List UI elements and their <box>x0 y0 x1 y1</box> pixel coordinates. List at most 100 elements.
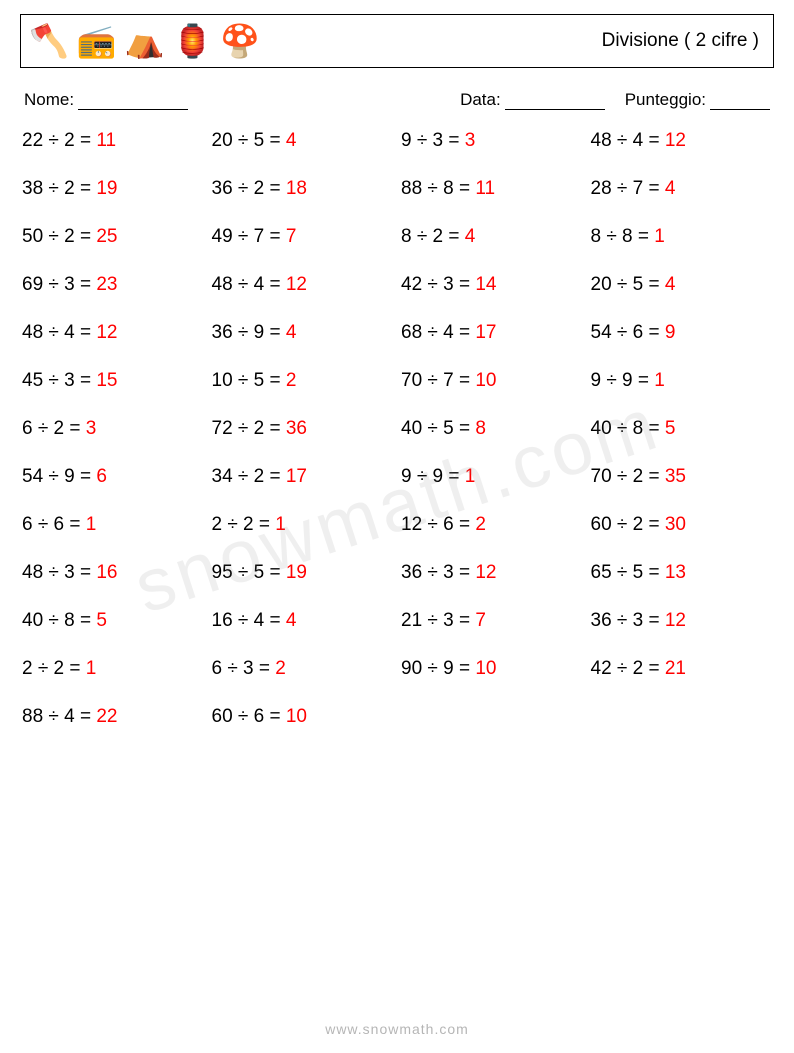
problem-cell: 6 ÷ 6 = 1 <box>22 514 204 536</box>
mushroom-icon: 🍄 <box>220 25 260 57</box>
name-label: Nome: <box>24 90 74 110</box>
axe-icon: 🪓 <box>29 25 69 57</box>
problem-cell: 10 ÷ 5 = 2 <box>212 370 394 392</box>
problem-cell: 21 ÷ 3 = 7 <box>401 610 583 632</box>
problem-answer: 22 <box>96 706 117 727</box>
problem-expression: 38 ÷ 2 = <box>22 178 96 199</box>
problem-expression: 10 ÷ 5 = <box>212 370 286 391</box>
lantern-icon: 🏮 <box>173 25 213 57</box>
problem-cell: 69 ÷ 3 = 23 <box>22 274 204 296</box>
problem-cell: 70 ÷ 7 = 10 <box>401 370 583 392</box>
score-label: Punteggio: <box>625 90 706 110</box>
name-blank[interactable] <box>78 92 188 110</box>
problem-cell: 20 ÷ 5 = 4 <box>591 274 773 296</box>
problem-answer: 4 <box>286 322 297 343</box>
problem-expression: 9 ÷ 9 = <box>401 466 465 487</box>
problem-expression: 70 ÷ 7 = <box>401 370 475 391</box>
problem-answer: 12 <box>475 562 496 583</box>
problem-expression: 42 ÷ 3 = <box>401 274 475 295</box>
problem-expression: 20 ÷ 5 = <box>591 274 665 295</box>
problem-cell: 22 ÷ 2 = 11 <box>22 130 204 152</box>
problem-expression: 28 ÷ 7 = <box>591 178 665 199</box>
problem-answer: 7 <box>286 226 297 247</box>
problem-answer: 12 <box>96 322 117 343</box>
problem-answer: 30 <box>665 514 686 535</box>
problem-answer: 1 <box>465 466 476 487</box>
problem-answer: 12 <box>286 274 307 295</box>
problem-cell: 40 ÷ 5 = 8 <box>401 418 583 440</box>
problem-cell: 65 ÷ 5 = 13 <box>591 562 773 584</box>
problem-expression: 9 ÷ 3 = <box>401 130 465 151</box>
problem-answer: 4 <box>665 274 676 295</box>
problem-expression: 48 ÷ 4 = <box>591 130 665 151</box>
problem-answer: 36 <box>286 418 307 439</box>
problem-expression: 16 ÷ 4 = <box>212 610 286 631</box>
problem-expression: 21 ÷ 3 = <box>401 610 475 631</box>
problem-cell: 2 ÷ 2 = 1 <box>22 658 204 680</box>
problem-cell: 8 ÷ 2 = 4 <box>401 226 583 248</box>
footer-url: www.snowmath.com <box>0 1021 794 1037</box>
header-box: 🪓📻⛺🏮🍄 Divisione ( 2 cifre ) <box>20 14 774 68</box>
problem-cell: 60 ÷ 2 = 30 <box>591 514 773 536</box>
problem-cell: 40 ÷ 8 = 5 <box>22 610 204 632</box>
problem-answer: 18 <box>286 178 307 199</box>
problem-answer: 4 <box>286 130 297 151</box>
problem-expression: 65 ÷ 5 = <box>591 562 665 583</box>
problem-cell: 28 ÷ 7 = 4 <box>591 178 773 200</box>
worksheet-title: Divisione ( 2 cifre ) <box>602 30 759 52</box>
problem-cell: 72 ÷ 2 = 36 <box>212 418 394 440</box>
problem-cell: 20 ÷ 5 = 4 <box>212 130 394 152</box>
problem-cell: 68 ÷ 4 = 17 <box>401 322 583 344</box>
problem-expression: 95 ÷ 5 = <box>212 562 286 583</box>
problem-expression: 6 ÷ 2 = <box>22 418 86 439</box>
problem-cell: 88 ÷ 4 = 22 <box>22 706 204 728</box>
header-icons: 🪓📻⛺🏮🍄 <box>29 25 260 57</box>
problem-answer: 35 <box>665 466 686 487</box>
date-blank[interactable] <box>505 92 605 110</box>
problem-expression: 48 ÷ 4 = <box>22 322 96 343</box>
radio-icon: 📻 <box>77 25 117 57</box>
tent-icon: ⛺ <box>125 25 165 57</box>
problem-expression: 36 ÷ 3 = <box>591 610 665 631</box>
problem-answer: 12 <box>665 610 686 631</box>
problem-answer: 10 <box>475 370 496 391</box>
problem-answer: 17 <box>475 322 496 343</box>
problem-expression: 54 ÷ 9 = <box>22 466 96 487</box>
problem-cell: 70 ÷ 2 = 35 <box>591 466 773 488</box>
problem-cell: 48 ÷ 4 = 12 <box>22 322 204 344</box>
problem-cell: 45 ÷ 3 = 15 <box>22 370 204 392</box>
problem-cell: 50 ÷ 2 = 25 <box>22 226 204 248</box>
problem-cell: 54 ÷ 9 = 6 <box>22 466 204 488</box>
problem-answer: 15 <box>96 370 117 391</box>
problem-answer: 21 <box>665 658 686 679</box>
problem-answer: 14 <box>475 274 496 295</box>
worksheet-page: 🪓📻⛺🏮🍄 Divisione ( 2 cifre ) Nome: Data: … <box>0 0 794 728</box>
problem-cell: 88 ÷ 8 = 11 <box>401 178 583 200</box>
problem-expression: 36 ÷ 2 = <box>212 178 286 199</box>
problem-cell: 40 ÷ 8 = 5 <box>591 418 773 440</box>
problem-expression: 60 ÷ 2 = <box>591 514 665 535</box>
problem-cell: 95 ÷ 5 = 19 <box>212 562 394 584</box>
score-blank[interactable] <box>710 92 770 110</box>
problem-answer: 1 <box>275 514 286 535</box>
problem-expression: 9 ÷ 9 = <box>591 370 655 391</box>
problem-expression: 6 ÷ 3 = <box>212 658 276 679</box>
problem-answer: 2 <box>475 514 486 535</box>
problem-cell: 34 ÷ 2 = 17 <box>212 466 394 488</box>
date-label: Data: <box>460 90 501 110</box>
problem-answer: 12 <box>665 130 686 151</box>
problem-expression: 12 ÷ 6 = <box>401 514 475 535</box>
problem-expression: 2 ÷ 2 = <box>22 658 86 679</box>
problem-expression: 34 ÷ 2 = <box>212 466 286 487</box>
problem-answer: 11 <box>96 130 116 151</box>
problem-expression: 88 ÷ 4 = <box>22 706 96 727</box>
problem-expression: 60 ÷ 6 = <box>212 706 286 727</box>
problem-cell: 9 ÷ 9 = 1 <box>401 466 583 488</box>
problem-expression: 72 ÷ 2 = <box>212 418 286 439</box>
problem-cell: 38 ÷ 2 = 19 <box>22 178 204 200</box>
problem-answer: 17 <box>286 466 307 487</box>
problem-answer: 1 <box>86 514 97 535</box>
problem-expression: 8 ÷ 8 = <box>591 226 655 247</box>
problem-answer: 10 <box>286 706 307 727</box>
meta-row: Nome: Data: Punteggio: <box>20 90 774 110</box>
